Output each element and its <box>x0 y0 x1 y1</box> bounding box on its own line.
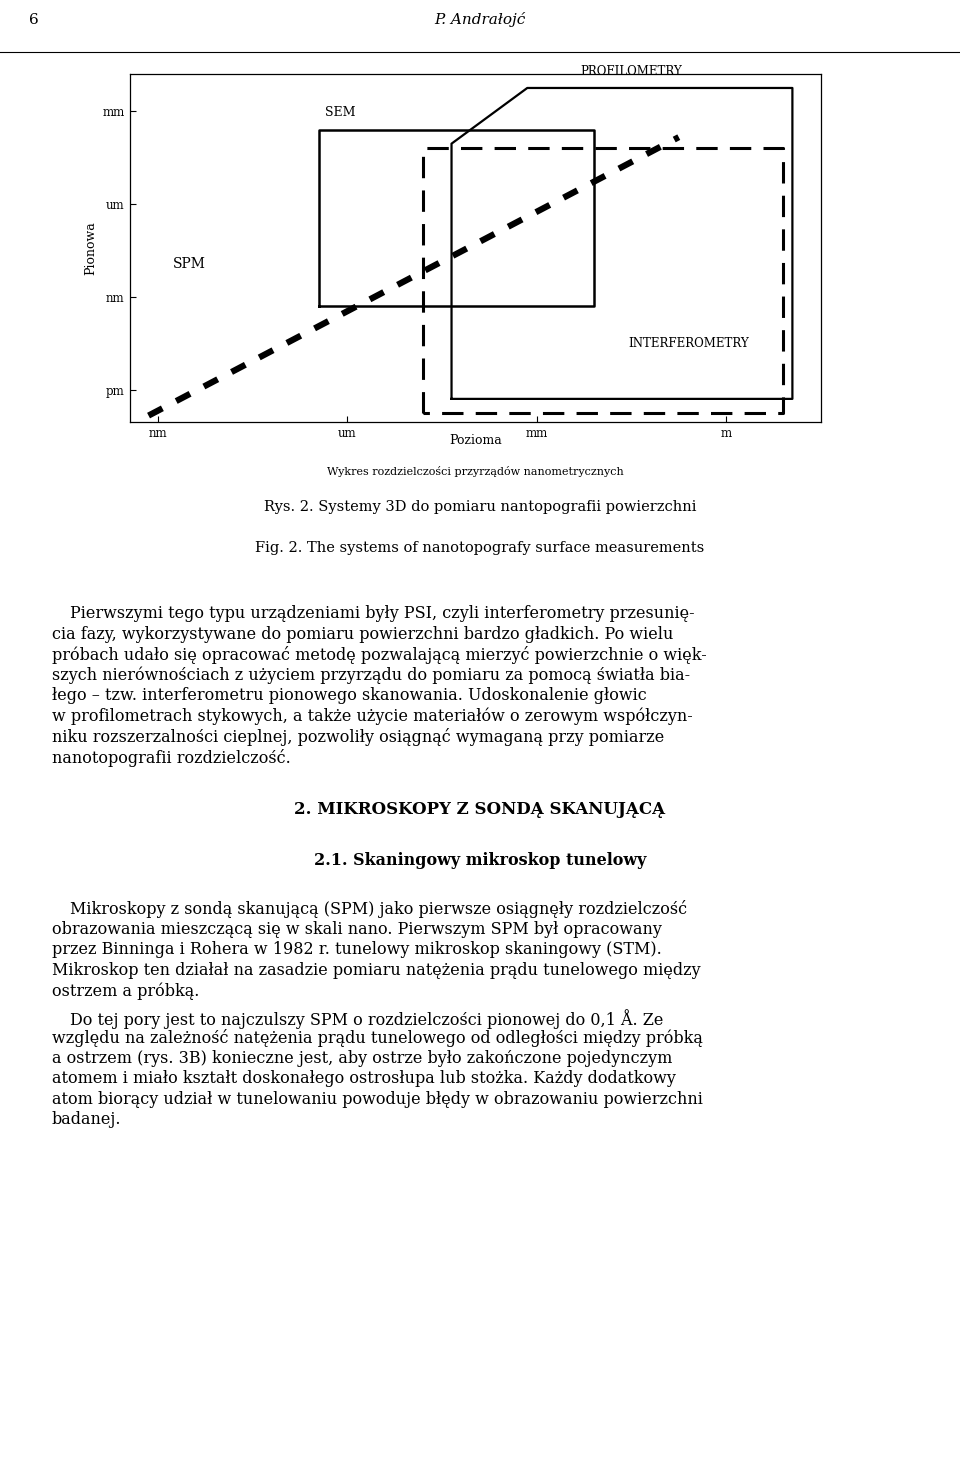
Y-axis label: Pionowa: Pionowa <box>84 221 97 275</box>
Text: w profilometrach stykowych, a także użycie materiałów o zerowym współczyn-: w profilometrach stykowych, a także użyc… <box>52 708 693 726</box>
Text: PROFILOMETRY: PROFILOMETRY <box>581 65 683 78</box>
Text: próbach udało się opracować metodę pozwalającą mierzyć powierzchnie o więk-: próbach udało się opracować metodę pozwa… <box>52 646 707 663</box>
Text: SEM: SEM <box>324 105 355 118</box>
Text: nanotopografii rozdzielczość.: nanotopografii rozdzielczość. <box>52 749 291 767</box>
Text: Mikroskop ten działał na zasadzie pomiaru natężenia prądu tunelowego między: Mikroskop ten działał na zasadzie pomiar… <box>52 961 701 979</box>
Text: atom biorący udział w tunelowaniu powoduje błędy w obrazowaniu powierzchni: atom biorący udział w tunelowaniu powodu… <box>52 1090 703 1108</box>
Text: badanej.: badanej. <box>52 1111 122 1129</box>
Text: Wykres rozdzielczości przyrządów nanometrycznych: Wykres rozdzielczości przyrządów nanomet… <box>326 467 624 477</box>
Text: 2.1. Skaningowy mikroskop tunelowy: 2.1. Skaningowy mikroskop tunelowy <box>314 852 646 869</box>
Text: Pierwszymi tego typu urządzeniami były PSI, czyli interferometry przesunię-: Pierwszymi tego typu urządzeniami były P… <box>70 606 695 622</box>
Text: przez Binninga i Rohera w 1982 r. tunelowy mikroskop skaningowy (STM).: przez Binninga i Rohera w 1982 r. tunelo… <box>52 940 661 958</box>
Text: Fig. 2. The systems of nanotopografy surface measurements: Fig. 2. The systems of nanotopografy sur… <box>255 541 705 555</box>
Text: a ostrzem (rys. 3B) konieczne jest, aby ostrze było zakończone pojedynczym: a ostrzem (rys. 3B) konieczne jest, aby … <box>52 1050 672 1066</box>
Text: SPM: SPM <box>173 258 206 271</box>
Text: względu na zależność natężenia prądu tunelowego od odległości między próbką: względu na zależność natężenia prądu tun… <box>52 1029 703 1047</box>
Text: niku rozszerzalności cieplnej, pozwoliły osiągnąć wymaganą przy pomiarze: niku rozszerzalności cieplnej, pozwoliły… <box>52 729 664 746</box>
Text: cia fazy, wykorzystywane do pomiaru powierzchni bardzo gładkich. Po wielu: cia fazy, wykorzystywane do pomiaru powi… <box>52 625 673 643</box>
Text: Mikroskopy z sondą skanującą (SPM) jako pierwsze osiągnęły rozdzielczość: Mikroskopy z sondą skanującą (SPM) jako … <box>70 900 687 918</box>
Text: łego – tzw. interferometru pionowego skanowania. Udoskonalenie głowic: łego – tzw. interferometru pionowego ska… <box>52 687 647 703</box>
Text: 2. MIKROSKOPY Z SONDĄ SKANUJĄCĄ: 2. MIKROSKOPY Z SONDĄ SKANUJĄCĄ <box>295 801 665 818</box>
Text: ostrzem a próbką.: ostrzem a próbką. <box>52 982 200 1000</box>
Text: Do tej pory jest to najczulszy SPM o rozdzielczości pionowej do 0,1 Å. Ze: Do tej pory jest to najczulszy SPM o roz… <box>70 1009 663 1028</box>
Text: szych nierównościach z użyciem przyrządu do pomiaru za pomocą światła bia-: szych nierównościach z użyciem przyrządu… <box>52 666 690 684</box>
Text: atomem i miało kształt doskonałego ostrosłupa lub stożka. Każdy dodatkowy: atomem i miało kształt doskonałego ostro… <box>52 1071 676 1087</box>
Text: Rys. 2. Systemy 3D do pomiaru nantopografii powierzchni: Rys. 2. Systemy 3D do pomiaru nantopogra… <box>264 501 696 514</box>
Text: obrazowania mieszczącą się w skali nano. Pierwszym SPM był opracowany: obrazowania mieszczącą się w skali nano.… <box>52 921 661 937</box>
Text: 6: 6 <box>29 13 38 27</box>
Text: Pozioma: Pozioma <box>449 434 501 447</box>
Text: P. Andrałojć: P. Andrałojć <box>434 12 526 27</box>
Text: INTERFEROMETRY: INTERFEROMETRY <box>628 336 749 350</box>
